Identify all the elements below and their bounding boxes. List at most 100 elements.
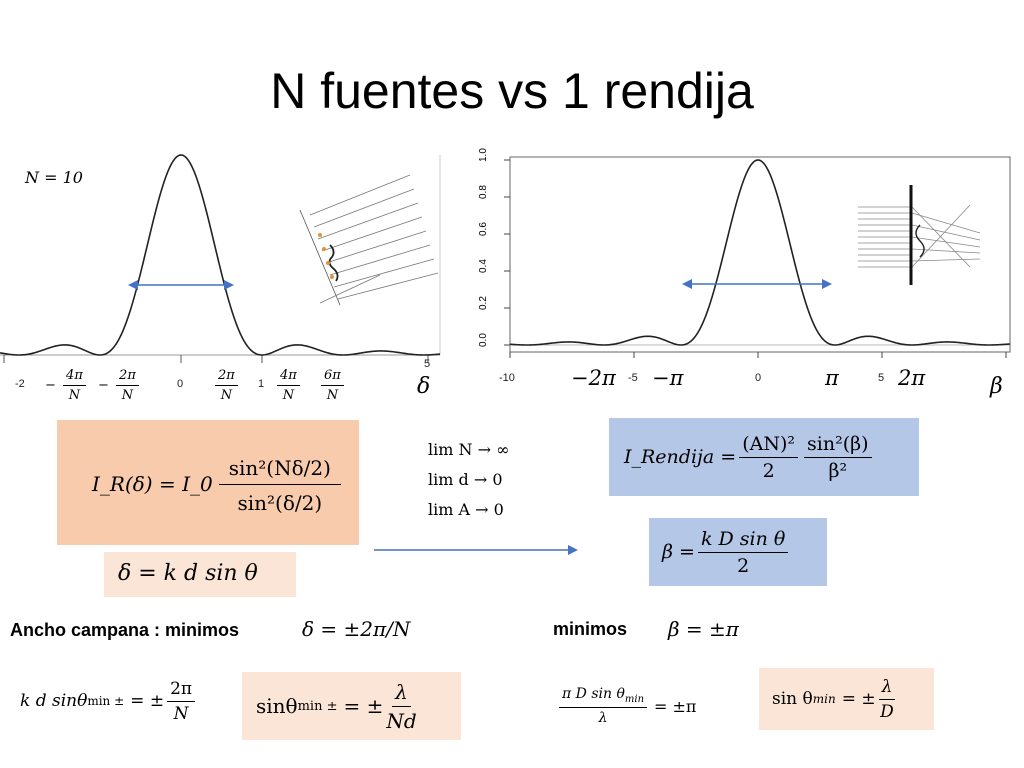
rendija-frac1-num: (AN)² bbox=[739, 433, 799, 458]
left-tick-fraction: − 4π N bbox=[45, 368, 89, 403]
n-value-label: N = 10 bbox=[25, 168, 83, 187]
kd-sign: = ± bbox=[130, 691, 165, 711]
pi-label: −π bbox=[652, 366, 684, 390]
tick-num: 4π bbox=[63, 368, 86, 386]
sin-right-num: λ bbox=[878, 677, 896, 700]
left-tick-number: 5 bbox=[424, 358, 431, 370]
beta-den: 2 bbox=[737, 554, 750, 577]
intensity-lhs: I_R(δ) = I_0 bbox=[92, 471, 213, 496]
tick-den: N bbox=[121, 388, 134, 403]
rendija-frac1-den: 2 bbox=[762, 459, 775, 482]
sin-min-sign: = ± bbox=[343, 694, 384, 718]
pi-d-subscript: min bbox=[624, 693, 645, 705]
tick-num: 6π bbox=[321, 368, 344, 386]
pi-d-equation: π D sin θmin λ = ±π bbox=[556, 680, 696, 732]
right-intensity-curve bbox=[509, 159, 1011, 346]
right-xtick-label: -10 bbox=[499, 372, 515, 384]
limit-d: lim d → 0 bbox=[428, 470, 503, 489]
tick-sign: − bbox=[98, 378, 109, 393]
right-y-ticks bbox=[504, 159, 510, 346]
left-axis-symbol: δ bbox=[417, 374, 431, 399]
right-arrow-head bbox=[682, 279, 692, 289]
left-interference-plot bbox=[0, 154, 441, 363]
intensity-denominator: sin²(δ/2) bbox=[237, 491, 323, 515]
tick-den: N bbox=[68, 388, 81, 403]
sin-min-equation: sinθ min ± = ± λ Nd bbox=[256, 676, 420, 736]
rendija-lhs: I_Rendija = bbox=[624, 446, 737, 468]
kd-min-equation: k d sinθ min ± = ± 2π N bbox=[20, 672, 198, 730]
limit-a: lim A → 0 bbox=[428, 500, 504, 519]
intensity-equation-box bbox=[57, 420, 359, 545]
sin-min-lhs: sinθ bbox=[256, 694, 298, 718]
pi-d-num-text: π D sin θ bbox=[562, 686, 625, 703]
sin-min-subscript: min ± bbox=[297, 698, 338, 714]
kd-subscript: min ± bbox=[87, 694, 125, 708]
minimos-label: minimos bbox=[553, 619, 628, 639]
left-tick-number: 1 bbox=[258, 378, 265, 390]
left-arrow-head bbox=[128, 280, 138, 290]
pi-d-rhs: = ±π bbox=[654, 696, 697, 716]
pi-d-den: λ bbox=[598, 709, 608, 726]
right-diffraction-plot: 0.0 0.2 0.4 0.6 0.8 1.0 bbox=[478, 148, 1011, 358]
sin-right-den: D bbox=[880, 701, 894, 722]
intensity-numerator: sin²(Nδ/2) bbox=[218, 452, 341, 485]
sin-min-num: λ bbox=[392, 680, 411, 707]
tick-den: N bbox=[220, 388, 233, 403]
right-ytick-label: 0.0 bbox=[478, 333, 489, 347]
left-tick-fraction: − 2π N bbox=[98, 368, 142, 403]
beta-lhs: β = bbox=[662, 541, 695, 563]
sin-right-lhs: sin θ bbox=[772, 689, 813, 709]
transition-arrow bbox=[374, 545, 578, 555]
right-axis-symbol: β bbox=[990, 374, 1003, 399]
rendija-equation: I_Rendija = (AN)² 2 sin²(β) β² bbox=[624, 424, 875, 490]
right-xtick-label: 0 bbox=[755, 372, 762, 384]
n-sources-diagram bbox=[299, 174, 439, 306]
pi-label: 2π bbox=[898, 366, 926, 390]
tick-den: N bbox=[282, 388, 295, 403]
left-tick-fraction: 6π N bbox=[318, 368, 347, 403]
right-ytick-label: 1.0 bbox=[478, 148, 489, 162]
pi-label: −2π bbox=[571, 366, 616, 390]
right-xtick-label: 5 bbox=[878, 372, 885, 384]
right-ytick-label: 0.6 bbox=[478, 222, 489, 236]
left-intensity-curve bbox=[0, 154, 441, 356]
right-plot-frame bbox=[509, 156, 1011, 353]
left-tick-fraction: 4π N bbox=[274, 368, 303, 403]
right-arrow-head bbox=[822, 279, 832, 289]
slide-title: N fuentes vs 1 rendija bbox=[270, 63, 754, 119]
tick-den: N bbox=[326, 388, 339, 403]
sin-right-box bbox=[759, 668, 934, 730]
delta-definition-box bbox=[104, 552, 296, 597]
minimos-equation: β = ±π bbox=[668, 617, 739, 641]
kd-den: N bbox=[173, 703, 189, 724]
intensity-equation: I_R(δ) = I_0 sin²(Nδ/2) sin²(δ/2) bbox=[92, 436, 344, 531]
right-ytick-label: 0.4 bbox=[478, 259, 489, 273]
tick-sign: − bbox=[45, 378, 56, 393]
rendija-frac2-den: β² bbox=[828, 459, 848, 482]
tick-num: 2π bbox=[215, 368, 238, 386]
sin-right-subscript: min bbox=[812, 692, 836, 706]
tick-num: 2π bbox=[116, 368, 139, 386]
left-tick-number: 0 bbox=[177, 378, 184, 390]
ancho-equation: δ = ±2π/N bbox=[302, 617, 411, 641]
pi-label: π bbox=[825, 366, 839, 390]
tick-num: 4π bbox=[277, 368, 300, 386]
right-ytick-label: 0.8 bbox=[478, 185, 489, 199]
left-arrow-head bbox=[224, 280, 234, 290]
pi-d-num: π D sin θmin bbox=[559, 686, 648, 708]
right-xtick-label: -5 bbox=[628, 372, 638, 384]
left-tick-fraction: 2π N bbox=[212, 368, 241, 403]
sin-right-sign: = ± bbox=[841, 689, 876, 709]
kd-num: 2π bbox=[167, 679, 196, 702]
limit-n: lim N → ∞ bbox=[428, 440, 510, 459]
right-x-ticks bbox=[509, 352, 1007, 358]
ancho-label: Ancho campana : minimos bbox=[10, 620, 240, 640]
beta-num: k D sin θ bbox=[697, 528, 789, 553]
sin-min-box bbox=[242, 672, 461, 740]
sin-min-den: Nd bbox=[386, 708, 417, 733]
single-slit-diagram bbox=[858, 204, 981, 268]
right-ytick-label: 0.2 bbox=[478, 296, 489, 310]
kd-lhs: k d sinθ bbox=[20, 691, 88, 711]
